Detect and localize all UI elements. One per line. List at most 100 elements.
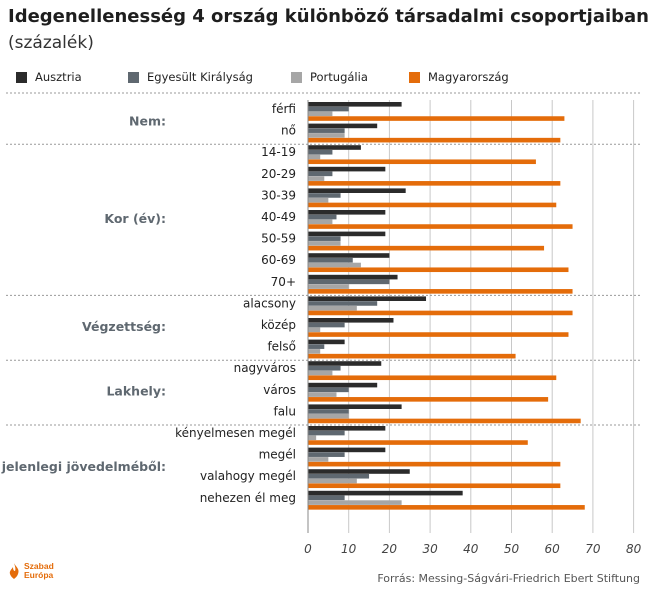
category-label: nő bbox=[281, 124, 296, 138]
group-label: A jelenlegi jövedelméből: bbox=[0, 459, 166, 474]
bar-magyarország bbox=[308, 440, 528, 445]
category-label: közép bbox=[261, 318, 296, 332]
bar-egyesült-királyság bbox=[308, 430, 345, 436]
category-label: megél bbox=[259, 448, 296, 462]
category-label: felső bbox=[267, 340, 296, 354]
bar-ausztria bbox=[308, 210, 386, 215]
bar-egyesült-királyság bbox=[308, 236, 341, 241]
bar-egyesült-királyság bbox=[308, 322, 345, 328]
bar-ausztria bbox=[308, 447, 386, 453]
bar-ausztria bbox=[308, 102, 402, 107]
chart-title: Idegenellenesség 4 ország különböző társ… bbox=[8, 6, 649, 27]
bar-egyesült-királyság bbox=[308, 171, 333, 177]
x-tick-label: 50 bbox=[504, 542, 520, 556]
bar-ausztria bbox=[308, 296, 427, 301]
bar-magyarország bbox=[308, 289, 573, 294]
bar-egyesült-királyság bbox=[308, 452, 345, 457]
category-label: nagyváros bbox=[234, 361, 296, 375]
bar-ausztria bbox=[308, 490, 463, 496]
logo-line2: Európa bbox=[24, 570, 54, 580]
bar-portugália bbox=[308, 197, 329, 203]
flame-icon bbox=[9, 563, 19, 579]
bar-magyarország bbox=[308, 202, 557, 208]
group-label: Végzettség: bbox=[82, 319, 166, 334]
bar-portugália bbox=[308, 262, 361, 268]
category-label: falu bbox=[273, 404, 296, 418]
source-note: Forrás: Messing-Ságvári-Friedrich Ebert … bbox=[377, 572, 640, 585]
bar-ausztria bbox=[308, 166, 386, 172]
bar-egyesült-királyság bbox=[308, 473, 370, 479]
bar-egyesült-királyság bbox=[308, 128, 345, 133]
category-label: 30-39 bbox=[261, 188, 296, 202]
category-label: alacsony bbox=[243, 296, 296, 310]
bar-portugália bbox=[308, 413, 349, 419]
bar-magyarország bbox=[308, 137, 561, 143]
bar-egyesült-királyság bbox=[308, 279, 390, 285]
bar-portugália bbox=[308, 284, 349, 289]
category-label: 40-49 bbox=[261, 210, 296, 224]
bar-ausztria bbox=[308, 253, 390, 258]
logo-line1: Szabad bbox=[24, 561, 54, 571]
bar-egyesült-királyság bbox=[308, 301, 378, 306]
category-label: 20-29 bbox=[261, 167, 296, 181]
category-label: 60-69 bbox=[261, 253, 296, 267]
x-tick-label: 10 bbox=[341, 542, 357, 556]
bar-portugália bbox=[308, 241, 341, 246]
bar-magyarország bbox=[308, 418, 581, 424]
x-tick-label: 80 bbox=[626, 542, 642, 556]
bar-magyarország bbox=[308, 310, 573, 316]
bar-portugália bbox=[308, 392, 337, 397]
bar-egyesült-királyság bbox=[308, 257, 353, 263]
x-tick-label: 40 bbox=[463, 542, 479, 556]
bar-portugália bbox=[308, 478, 357, 484]
bar-egyesült-királyság bbox=[308, 149, 333, 155]
chart-subtitle: (százalék) bbox=[8, 33, 94, 53]
bar-ausztria bbox=[308, 404, 402, 409]
brand-logo: Szabad Európa bbox=[6, 562, 54, 580]
bar-magyarország bbox=[308, 461, 561, 467]
bar-magyarország bbox=[308, 505, 585, 510]
category-label: valahogy megél bbox=[200, 469, 296, 483]
bar-magyarország bbox=[308, 116, 565, 121]
category-label: kényelmesen megél bbox=[175, 426, 296, 440]
legend-label: Egyesült Királyság bbox=[147, 70, 253, 84]
bar-portugália bbox=[308, 176, 325, 181]
bar-portugália bbox=[308, 435, 317, 441]
bar-ausztria bbox=[308, 339, 345, 345]
bar-magyarország bbox=[308, 181, 561, 186]
bar-egyesült-királyság bbox=[308, 387, 349, 393]
bar-magyarország bbox=[308, 397, 549, 402]
bar-portugália bbox=[308, 154, 321, 160]
bar-magyarország bbox=[308, 483, 561, 489]
x-tick-label: 30 bbox=[422, 542, 438, 556]
legend-swatch bbox=[409, 71, 420, 83]
group-label: Nem: bbox=[129, 114, 166, 129]
bar-egyesült-királyság bbox=[308, 495, 345, 501]
legend-label: Magyarország bbox=[428, 70, 509, 84]
x-tick-label: 20 bbox=[382, 542, 398, 556]
bar-egyesült-királyság bbox=[308, 106, 349, 112]
legend-label: Ausztria bbox=[35, 70, 82, 84]
bar-portugália bbox=[308, 457, 329, 462]
bar-portugália bbox=[308, 133, 345, 138]
bar-ausztria bbox=[308, 361, 382, 366]
bar-portugália bbox=[308, 305, 357, 311]
category-label: 14-19 bbox=[261, 145, 296, 159]
bar-egyesült-királyság bbox=[308, 344, 325, 349]
bar-egyesült-királyság bbox=[308, 409, 349, 414]
bar-ausztria bbox=[308, 231, 386, 237]
bar-ausztria bbox=[308, 145, 361, 150]
bar-portugália bbox=[308, 111, 333, 117]
category-label: város bbox=[263, 383, 296, 397]
bar-ausztria bbox=[308, 123, 378, 129]
bar-magyarország bbox=[308, 332, 569, 337]
bar-portugália bbox=[308, 500, 402, 505]
bar-magyarország bbox=[308, 267, 569, 273]
legend-item-magyarorszag: Magyarország bbox=[409, 70, 509, 84]
category-label: 70+ bbox=[271, 275, 296, 289]
bar-egyesült-királyság bbox=[308, 365, 341, 371]
bar-portugália bbox=[308, 349, 321, 354]
legend-label: Portugália bbox=[310, 70, 368, 84]
x-tick-label: 0 bbox=[304, 542, 312, 556]
